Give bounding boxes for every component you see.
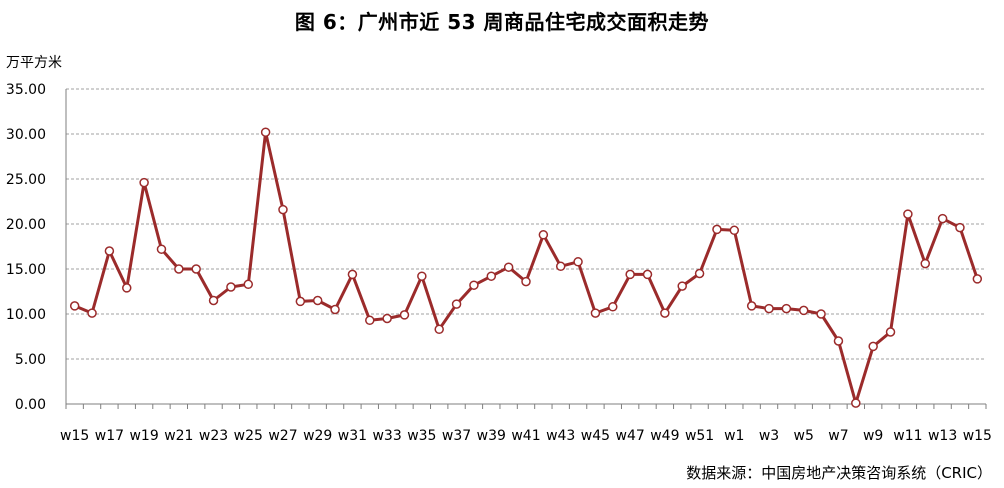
x-tick-label: w35	[407, 428, 436, 444]
data-point	[139, 177, 149, 188]
data-point	[729, 225, 740, 236]
data-point	[295, 296, 306, 307]
data-point	[69, 301, 80, 311]
data-point	[278, 204, 288, 215]
x-tick-label: w47	[616, 428, 645, 444]
data-point	[382, 313, 392, 324]
data-point	[798, 305, 809, 316]
data-point	[972, 274, 983, 284]
data-point	[764, 303, 774, 314]
x-tick-label: w51	[685, 428, 714, 444]
y-tick-label: 35.00	[6, 82, 46, 98]
y-tick-label: 5.00	[15, 352, 46, 368]
x-tick-label: w25	[234, 428, 263, 444]
x-tick-label: w19	[129, 428, 158, 444]
x-tick-label: w5	[794, 428, 814, 444]
data-point	[434, 324, 444, 335]
x-tick-label: w33	[372, 428, 401, 444]
data-point	[312, 295, 323, 306]
x-tick-label: w41	[511, 428, 540, 444]
data-point	[746, 301, 757, 311]
x-tick-label: w49	[650, 428, 679, 444]
x-tick-label: w17	[95, 428, 124, 444]
x-tick-label: w7	[828, 428, 848, 444]
data-point	[503, 262, 514, 272]
data-point	[347, 269, 358, 280]
data-point	[816, 309, 826, 319]
y-tick-label: 30.00	[6, 127, 46, 143]
data-point	[226, 282, 236, 292]
x-tick-label: w15	[60, 428, 89, 444]
x-tick-label: w11	[893, 428, 922, 444]
x-tick-label: w39	[477, 428, 506, 444]
data-point	[87, 308, 97, 318]
y-axis-label: 万平方米	[6, 55, 62, 71]
data-point	[451, 299, 462, 309]
data-point	[330, 304, 340, 315]
data-point	[660, 308, 670, 318]
y-tick-labels: 0.00 5.00 10.00 15.00 20.00 25.00 30.00 35.00	[6, 82, 46, 413]
x-tick-label: w15	[963, 428, 992, 444]
data-point	[885, 327, 896, 337]
data-point	[469, 280, 479, 290]
data-point	[243, 279, 254, 290]
chart-title: 图 6：广州市近 53 周商品住宅成交面积走势	[294, 10, 710, 34]
data-point	[365, 315, 375, 326]
x-tick-label: w27	[268, 428, 297, 444]
y-tick-label: 25.00	[6, 172, 46, 188]
x-tick-label: w23	[199, 428, 228, 444]
data-point	[573, 257, 583, 267]
x-tick-label: w31	[338, 428, 367, 444]
data-point	[937, 213, 948, 224]
x-tick-label: w9	[863, 428, 883, 444]
data-point	[903, 209, 913, 219]
data-point	[417, 271, 427, 281]
series-line	[74, 130, 979, 405]
data-point	[625, 269, 635, 280]
y-tick-label: 0.00	[15, 397, 46, 413]
data-point	[712, 224, 722, 235]
source-note: 数据来源：中国房地产决策咨询系统（CRIC）	[686, 464, 992, 482]
data-point	[955, 222, 965, 233]
x-tick-label: w43	[546, 428, 575, 444]
data-point	[122, 283, 132, 293]
data-point	[399, 310, 410, 320]
data-point	[868, 341, 878, 352]
data-point	[156, 244, 167, 254]
x-tick-label: w37	[442, 428, 471, 444]
data-point	[174, 264, 184, 274]
y-tick-label: 15.00	[6, 262, 46, 278]
data-point	[521, 276, 531, 287]
x-tick-label: w45	[581, 428, 610, 444]
data-point	[555, 261, 566, 272]
data-point	[920, 258, 930, 269]
data-point	[260, 127, 271, 137]
axes	[65, 89, 987, 409]
x-tick-labels: w15 w17 w19 w21 w23 w25 w27 w29 w31 w33 w35 w37 w39 w…	[60, 428, 992, 444]
gridlines	[66, 88, 986, 360]
data-point	[851, 398, 861, 408]
x-tick-label: w3	[759, 428, 779, 444]
x-tick-label: w21	[164, 428, 193, 444]
y-tick-label: 20.00	[6, 217, 46, 233]
data-point	[642, 269, 653, 280]
x-tick-label: w1	[724, 428, 744, 444]
y-tick-label: 10.00	[6, 307, 46, 323]
data-point	[833, 336, 844, 346]
data-point	[590, 308, 601, 318]
data-point	[538, 230, 549, 240]
data-point	[486, 271, 497, 281]
data-point	[608, 302, 618, 312]
series-group	[69, 127, 983, 408]
data-point	[208, 295, 219, 306]
data-point	[191, 264, 201, 274]
data-point	[104, 246, 115, 256]
data-point	[677, 281, 687, 291]
data-point	[694, 268, 705, 279]
x-tick-label: w13	[928, 428, 957, 444]
data-point	[781, 303, 792, 314]
x-tick-label: w29	[303, 428, 332, 444]
